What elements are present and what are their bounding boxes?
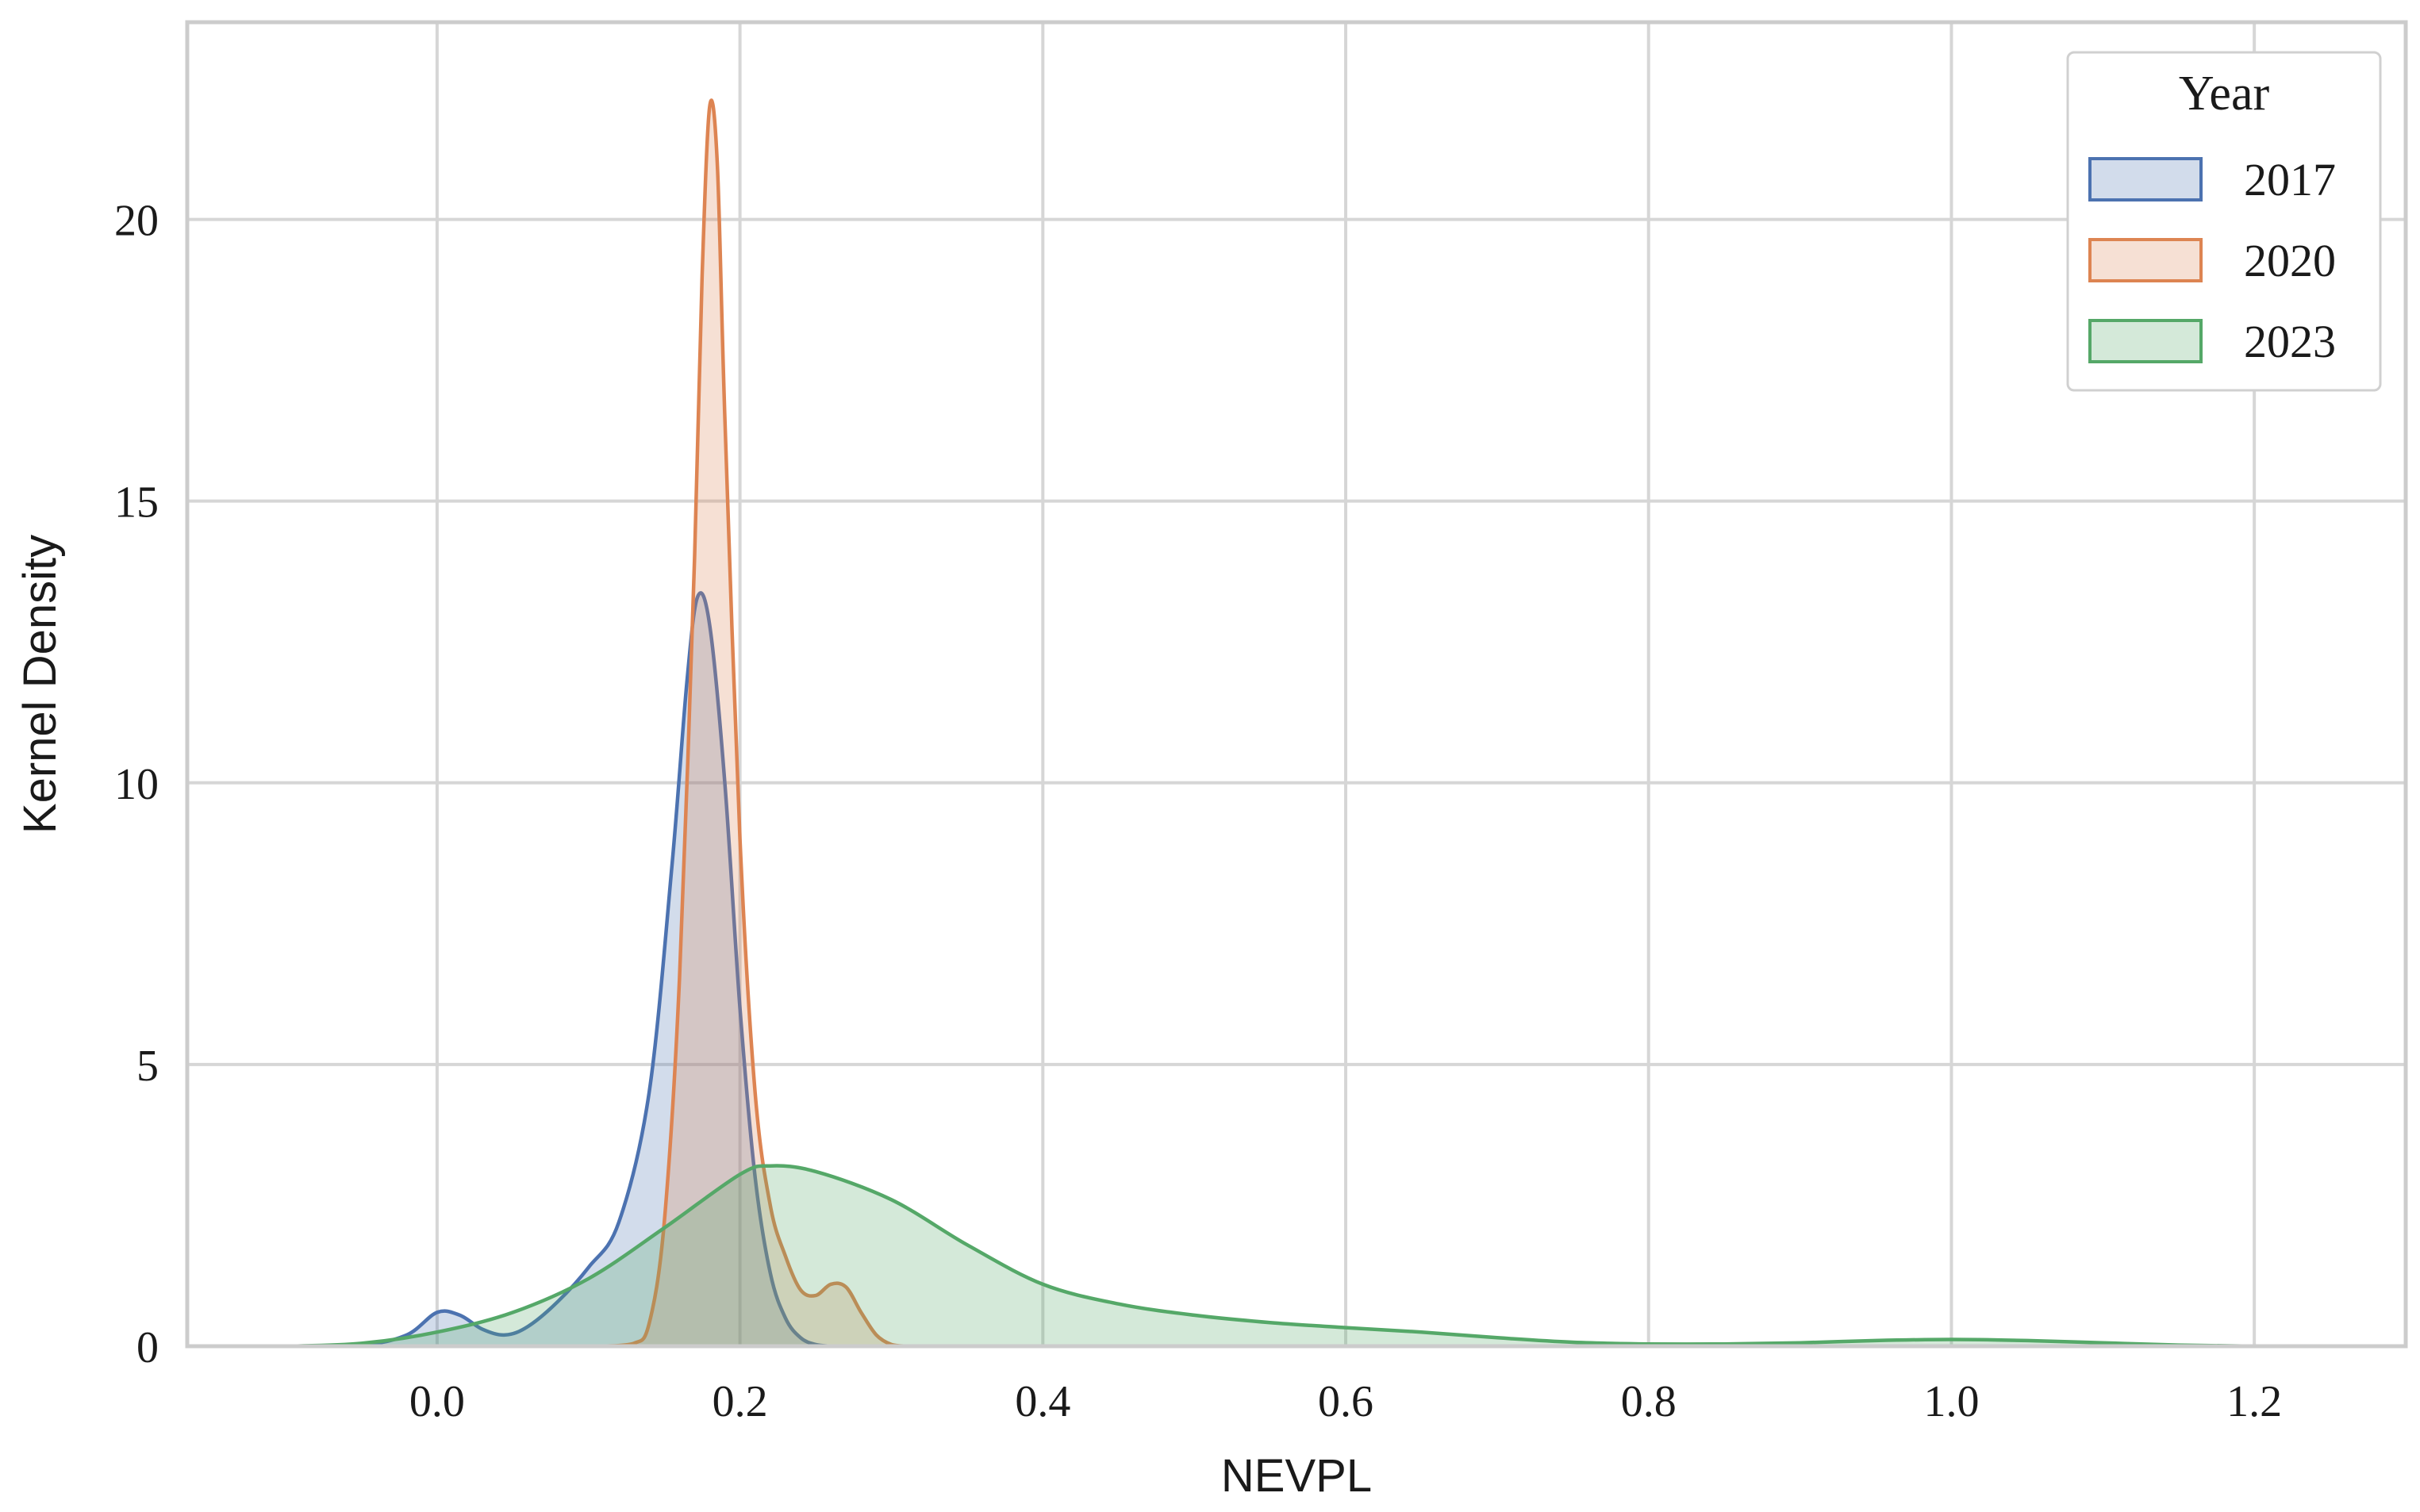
legend-title: Year bbox=[2179, 67, 2270, 121]
legend-swatch bbox=[2088, 319, 2203, 363]
y-ticks: 0 5 10 15 20 bbox=[114, 197, 159, 1372]
x-axis-label: NEVPL bbox=[1221, 1450, 1372, 1502]
grid bbox=[187, 22, 2406, 1348]
legend-label: 2023 bbox=[2244, 316, 2336, 367]
legend-swatch bbox=[2088, 238, 2203, 282]
legend-box bbox=[2066, 51, 2382, 392]
series-2020-area bbox=[603, 100, 907, 1347]
x-tick-label: 0.0 bbox=[409, 1377, 465, 1426]
legend-item-2020: 2020 bbox=[2088, 235, 2336, 286]
y-axis-label: Kernel Density bbox=[14, 535, 66, 834]
x-tick-label: 0.8 bbox=[1621, 1377, 1677, 1426]
density-series bbox=[286, 98, 2330, 1349]
series-2023 bbox=[286, 1164, 2330, 1349]
x-tick-label: 1.0 bbox=[1923, 1377, 1979, 1426]
y-tick-label: 20 bbox=[114, 197, 159, 246]
series-2023-line bbox=[286, 1164, 2330, 1349]
legend-label: 2017 bbox=[2244, 154, 2336, 205]
x-ticks: 0.0 0.2 0.4 0.6 0.8 1.0 1.2 bbox=[409, 1377, 2282, 1426]
series-2023-area bbox=[286, 1165, 2330, 1346]
legend-items: 2017 2020 2023 bbox=[2088, 154, 2336, 367]
series-2017-area bbox=[286, 593, 832, 1346]
series-2020-line bbox=[603, 98, 907, 1349]
x-tick-label: 0.2 bbox=[713, 1377, 768, 1426]
legend-item-2023: 2023 bbox=[2088, 316, 2336, 367]
y-tick-label: 5 bbox=[136, 1042, 159, 1091]
y-tick-label: 0 bbox=[136, 1323, 159, 1372]
series-2020 bbox=[603, 98, 907, 1349]
legend: Year 2017 2020 2023 bbox=[2066, 51, 2382, 392]
x-tick-label: 1.2 bbox=[2226, 1377, 2282, 1426]
x-tick-label: 0.4 bbox=[1015, 1377, 1070, 1426]
legend-label: 2020 bbox=[2244, 235, 2336, 286]
plot-frame bbox=[185, 20, 2408, 1349]
legend-item-2017: 2017 bbox=[2088, 154, 2336, 205]
legend-swatch bbox=[2088, 157, 2203, 201]
y-tick-label: 15 bbox=[114, 478, 159, 528]
x-tick-label: 0.6 bbox=[1318, 1377, 1373, 1426]
y-tick-label: 10 bbox=[114, 760, 159, 809]
